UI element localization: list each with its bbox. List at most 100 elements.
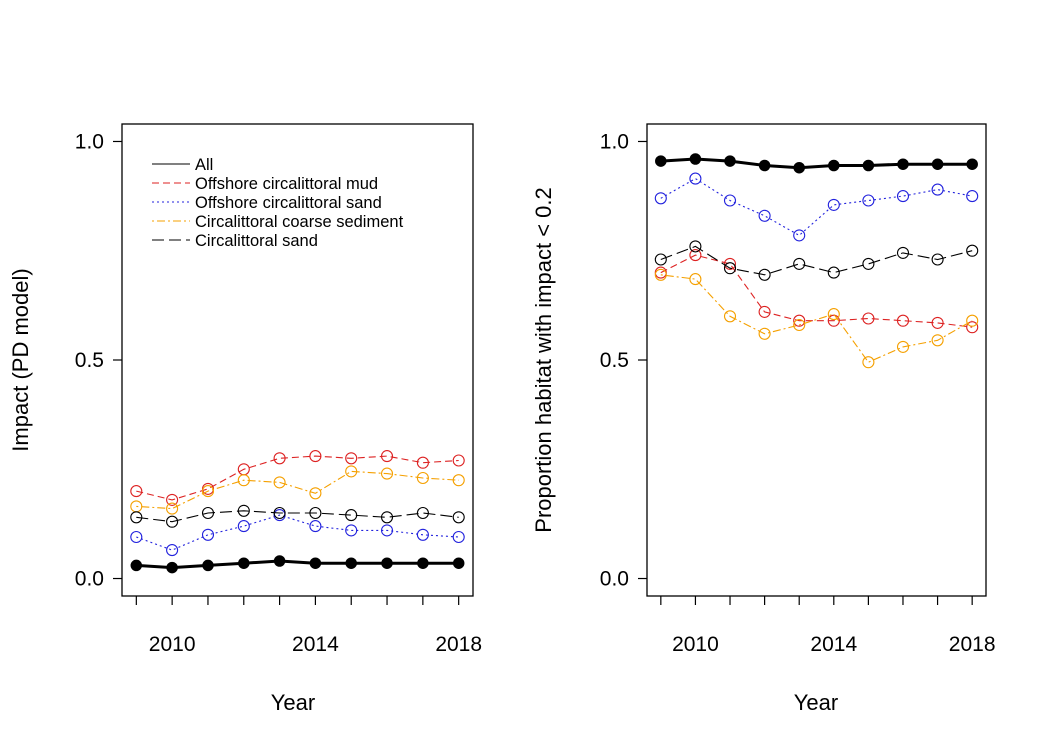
data-point — [309, 450, 322, 463]
axes-layer: 2010 2014 2018 0.0 0.5 1.0 — [600, 130, 996, 656]
data-point — [309, 506, 322, 520]
data-point — [237, 474, 250, 487]
data-point — [689, 172, 702, 185]
data-point — [896, 314, 910, 327]
data-point — [724, 155, 736, 167]
data-point — [793, 314, 806, 327]
legend-entry: All — [195, 156, 213, 174]
data-point — [452, 557, 465, 569]
data-point — [273, 555, 286, 567]
y-tick-label: 0.0 — [600, 568, 629, 591]
legend-entry: Offshore circalittoral mud — [195, 175, 378, 193]
data-point — [931, 183, 944, 196]
data-point — [827, 198, 840, 211]
data-point — [896, 340, 910, 353]
data-point — [130, 511, 143, 524]
data-point — [380, 467, 394, 480]
series-line — [660, 254, 973, 328]
data-point — [309, 520, 322, 533]
x-tick-label: 2014 — [292, 633, 339, 656]
series-line — [660, 177, 973, 237]
x-axis-title: Year — [794, 690, 838, 715]
data-point — [380, 511, 394, 524]
series-2 — [654, 172, 979, 242]
data-point — [966, 314, 979, 327]
series-line — [660, 157, 973, 170]
data-point — [417, 557, 429, 569]
data-point — [966, 321, 979, 334]
data-point — [862, 194, 875, 207]
data-point — [758, 305, 771, 318]
data-point — [201, 485, 215, 498]
data-point — [452, 474, 465, 487]
axes-layer: 2010 2014 2018 0.0 0.5 1.0 — [75, 130, 482, 656]
data-point — [689, 273, 702, 286]
data-point — [166, 493, 179, 506]
y-tick-label: 1.0 — [600, 130, 629, 153]
data-point — [827, 308, 840, 321]
data-point — [273, 506, 286, 520]
series-0 — [655, 153, 978, 174]
data-point — [309, 557, 322, 569]
data-point — [416, 471, 429, 485]
x-tick-label: 2010 — [149, 633, 196, 656]
data-point — [202, 559, 214, 572]
data-point — [896, 190, 910, 203]
series-2 — [130, 509, 465, 557]
data-point — [416, 528, 429, 541]
data-point — [166, 561, 178, 574]
data-point — [828, 159, 840, 172]
data-point — [237, 520, 250, 533]
data-point — [345, 557, 357, 569]
data-point — [723, 310, 737, 323]
data-point — [654, 268, 667, 281]
data-point — [723, 257, 737, 270]
series-3 — [130, 465, 465, 515]
series-line — [136, 470, 459, 510]
series-4 — [130, 504, 465, 528]
data-point — [452, 511, 465, 524]
data-point — [381, 557, 393, 569]
x-tick-label: 2014 — [810, 633, 857, 656]
data-point — [862, 356, 875, 369]
data-point — [758, 268, 771, 281]
data-point — [966, 190, 979, 203]
data-point — [862, 159, 875, 172]
series-4 — [654, 240, 979, 281]
data-point — [966, 244, 979, 257]
data-point — [689, 240, 702, 253]
data-point — [380, 450, 394, 463]
y-axis-title: Proportion habitat with impact < 0.2 — [531, 187, 556, 532]
data-point — [758, 159, 771, 172]
x-tick-label: 2018 — [949, 633, 996, 656]
data-point — [897, 158, 909, 170]
series-line — [136, 559, 459, 570]
data-point — [166, 544, 179, 557]
x-axis-title: Year — [271, 690, 315, 715]
series-line — [136, 510, 459, 523]
data-point — [654, 192, 667, 205]
data-point — [345, 524, 358, 537]
data-point — [201, 528, 215, 541]
data-point — [273, 476, 286, 489]
data-point — [238, 557, 250, 569]
series-3 — [654, 268, 979, 369]
data-point — [931, 158, 944, 170]
x-tick-label: 2010 — [672, 633, 719, 656]
y-tick-label: 1.0 — [75, 130, 104, 153]
data-point — [793, 161, 805, 174]
data-point — [827, 314, 840, 327]
y-axis-title: Impact (PD model) — [8, 268, 33, 451]
legend-entry: Offshore circalittoral sand — [195, 194, 382, 212]
data-point — [793, 318, 806, 332]
series-line — [136, 514, 459, 551]
data-point — [345, 509, 358, 522]
data-point — [862, 257, 875, 270]
data-point — [793, 229, 806, 242]
data-point — [273, 452, 286, 465]
panel-proportion: 2010 2014 2018 0.0 0.5 1.0 Year Proportion ha… — [531, 123, 996, 715]
data-point — [654, 253, 667, 266]
